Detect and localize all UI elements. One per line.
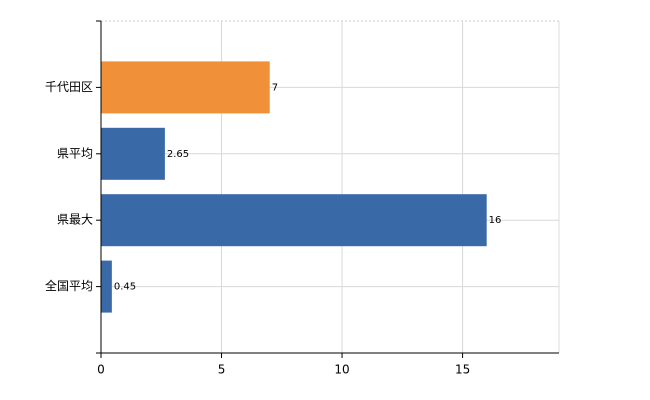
x-tick-label: 15 [455,363,470,377]
y-tick-label: 県最大 [57,213,93,227]
x-tick-label: 0 [97,363,105,377]
x-tick-label: 10 [334,363,349,377]
value-label: 16 [489,215,502,226]
x-tick-label: 5 [218,363,226,377]
bar [101,260,112,313]
bar [101,194,487,247]
value-label: 7 [272,82,278,93]
y-tick-label: 千代田区 [45,80,93,94]
y-tick-label: 県平均 [57,146,93,160]
value-label: 0.45 [114,282,136,293]
bar [101,61,270,114]
value-label: 2.65 [167,149,189,160]
y-tick-label: 全国平均 [45,278,93,293]
bar [101,127,165,180]
